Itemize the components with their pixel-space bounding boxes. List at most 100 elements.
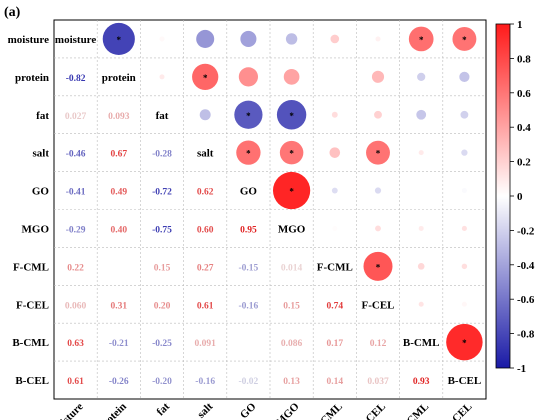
correlation-value: 0.62 <box>197 188 214 198</box>
correlation-circle <box>375 226 381 232</box>
correlation-value: -0.75 <box>152 225 172 235</box>
row-label: moisture <box>8 34 49 46</box>
correlation-circle <box>374 111 382 119</box>
correlation-circle <box>462 188 467 193</box>
row-label: salt <box>33 148 50 160</box>
correlation-circle <box>284 69 300 85</box>
column-label: protein <box>96 401 129 420</box>
diagonal-labels: moisture protein fat salt GO MGO F-CML F-CEL B-C… <box>55 34 481 387</box>
correlation-value: -0.21 <box>109 339 129 349</box>
correlation-value: -0.20 <box>152 377 172 387</box>
correlation-value: 0.67 <box>110 150 127 160</box>
correlation-circle <box>332 188 338 194</box>
correlation-value: 0.15 <box>283 301 300 311</box>
row-label: GO <box>32 186 50 198</box>
correlation-value: 0.20 <box>154 301 171 311</box>
correlation-circle <box>160 36 165 41</box>
correlation-value: 0.091 <box>195 339 217 349</box>
correlation-circle <box>461 150 467 156</box>
correlation-circle <box>240 31 256 47</box>
colorbar-tick-label: -0.8 <box>517 329 535 341</box>
significance-marker: * <box>419 35 424 45</box>
diagonal-label: F-CEL <box>362 299 395 311</box>
correlation-circle <box>419 226 424 231</box>
correlation-value: 0.22 <box>67 263 84 273</box>
diagonal-label: moisture <box>55 34 96 46</box>
diagonal-label: salt <box>197 148 214 160</box>
row-labels: moisture protein fat salt GO MGO F-CML F-CEL B-C… <box>8 34 50 387</box>
diagonal-label: B-CEL <box>448 375 482 387</box>
correlation-circle <box>419 302 424 307</box>
significance-marker: * <box>289 187 294 197</box>
significance-marker: * <box>246 111 251 121</box>
significance-marker: * <box>462 338 467 348</box>
correlation-circle <box>332 74 337 79</box>
row-label: F-CEL <box>16 299 49 311</box>
correlation-value: -0.41 <box>66 188 86 198</box>
correlation-circle <box>196 30 214 48</box>
diagonal-label: MGO <box>278 223 306 235</box>
column-label: F-CML <box>311 401 345 420</box>
significance-marker: * <box>203 73 208 83</box>
significance-marker: * <box>117 35 122 45</box>
correlation-value: -0.72 <box>152 188 172 198</box>
colorbar-tick-label: 0.6 <box>517 88 531 100</box>
correlation-circle <box>330 147 341 158</box>
correlation-circle <box>419 188 424 193</box>
colorbar-tick-label: 0.2 <box>517 157 531 169</box>
correlation-value: 0.12 <box>370 339 387 349</box>
row-label: B-CEL <box>15 375 49 387</box>
column-label: fat <box>155 400 173 418</box>
colorbar-tick-label: 0.4 <box>517 122 531 134</box>
correlation-circle <box>200 109 211 120</box>
column-label: MGO <box>274 400 302 420</box>
significance-marker: * <box>289 149 294 159</box>
correlation-value: 0.49 <box>110 188 127 198</box>
correlation-value: 0.093 <box>108 112 130 122</box>
correlation-circle <box>332 112 338 118</box>
correlation-value: 0.63 <box>67 339 84 349</box>
correlation-circle <box>459 72 469 82</box>
diagonal-label: protein <box>102 72 136 84</box>
row-label: fat <box>36 110 49 122</box>
colorbar: 1 0.8 0.6 0.4 0.2 0 -0.2 -0.4 -0.6 -0.8 -1 <box>496 19 535 375</box>
correlation-value: -0.46 <box>66 150 86 160</box>
diagonal-label: B-CML <box>403 337 440 349</box>
correlation-value: 0.61 <box>67 377 84 387</box>
correlation-value: 0.60 <box>197 225 214 235</box>
correlation-value: 0.086 <box>281 339 303 349</box>
correlation-circle <box>330 35 339 44</box>
column-labels: moisture protein fat salt GO MGO F-CML F-CEL B-C… <box>48 400 475 420</box>
correlation-value: -0.29 <box>66 225 86 235</box>
correlation-value: 0.060 <box>65 301 87 311</box>
colorbar-tick-label: -1 <box>517 363 526 375</box>
column-label: F-CEL <box>356 401 388 420</box>
correlation-circle <box>286 33 297 44</box>
correlation-circle <box>460 111 468 119</box>
correlation-value: 0.014 <box>281 263 303 273</box>
correlation-circle <box>416 110 426 120</box>
colorbar-gradient <box>496 24 510 368</box>
correlation-value: 0.93 <box>413 377 430 387</box>
row-label: protein <box>15 72 49 84</box>
row-label: B-CML <box>12 337 49 349</box>
correlation-value: -0.16 <box>195 377 215 387</box>
column-label: GO <box>238 400 259 420</box>
correlation-circle <box>462 226 467 231</box>
column-label: B-CML <box>397 401 431 420</box>
correlation-circle <box>160 74 165 79</box>
correlation-value: -0.02 <box>239 377 259 387</box>
correlation-value: -0.16 <box>239 301 259 311</box>
correlation-circle <box>462 264 467 269</box>
correlation-value: 0.74 <box>326 301 343 311</box>
correlation-value: -0.28 <box>152 150 172 160</box>
significance-marker: * <box>376 149 381 159</box>
diagonal-label: fat <box>156 110 169 122</box>
correlation-value: -0.26 <box>109 377 129 387</box>
colorbar-tick-label: 0 <box>517 191 523 203</box>
correlation-value: 0.95 <box>240 225 257 235</box>
correlation-value: 0.13 <box>283 377 300 387</box>
correlation-circle <box>239 67 258 86</box>
